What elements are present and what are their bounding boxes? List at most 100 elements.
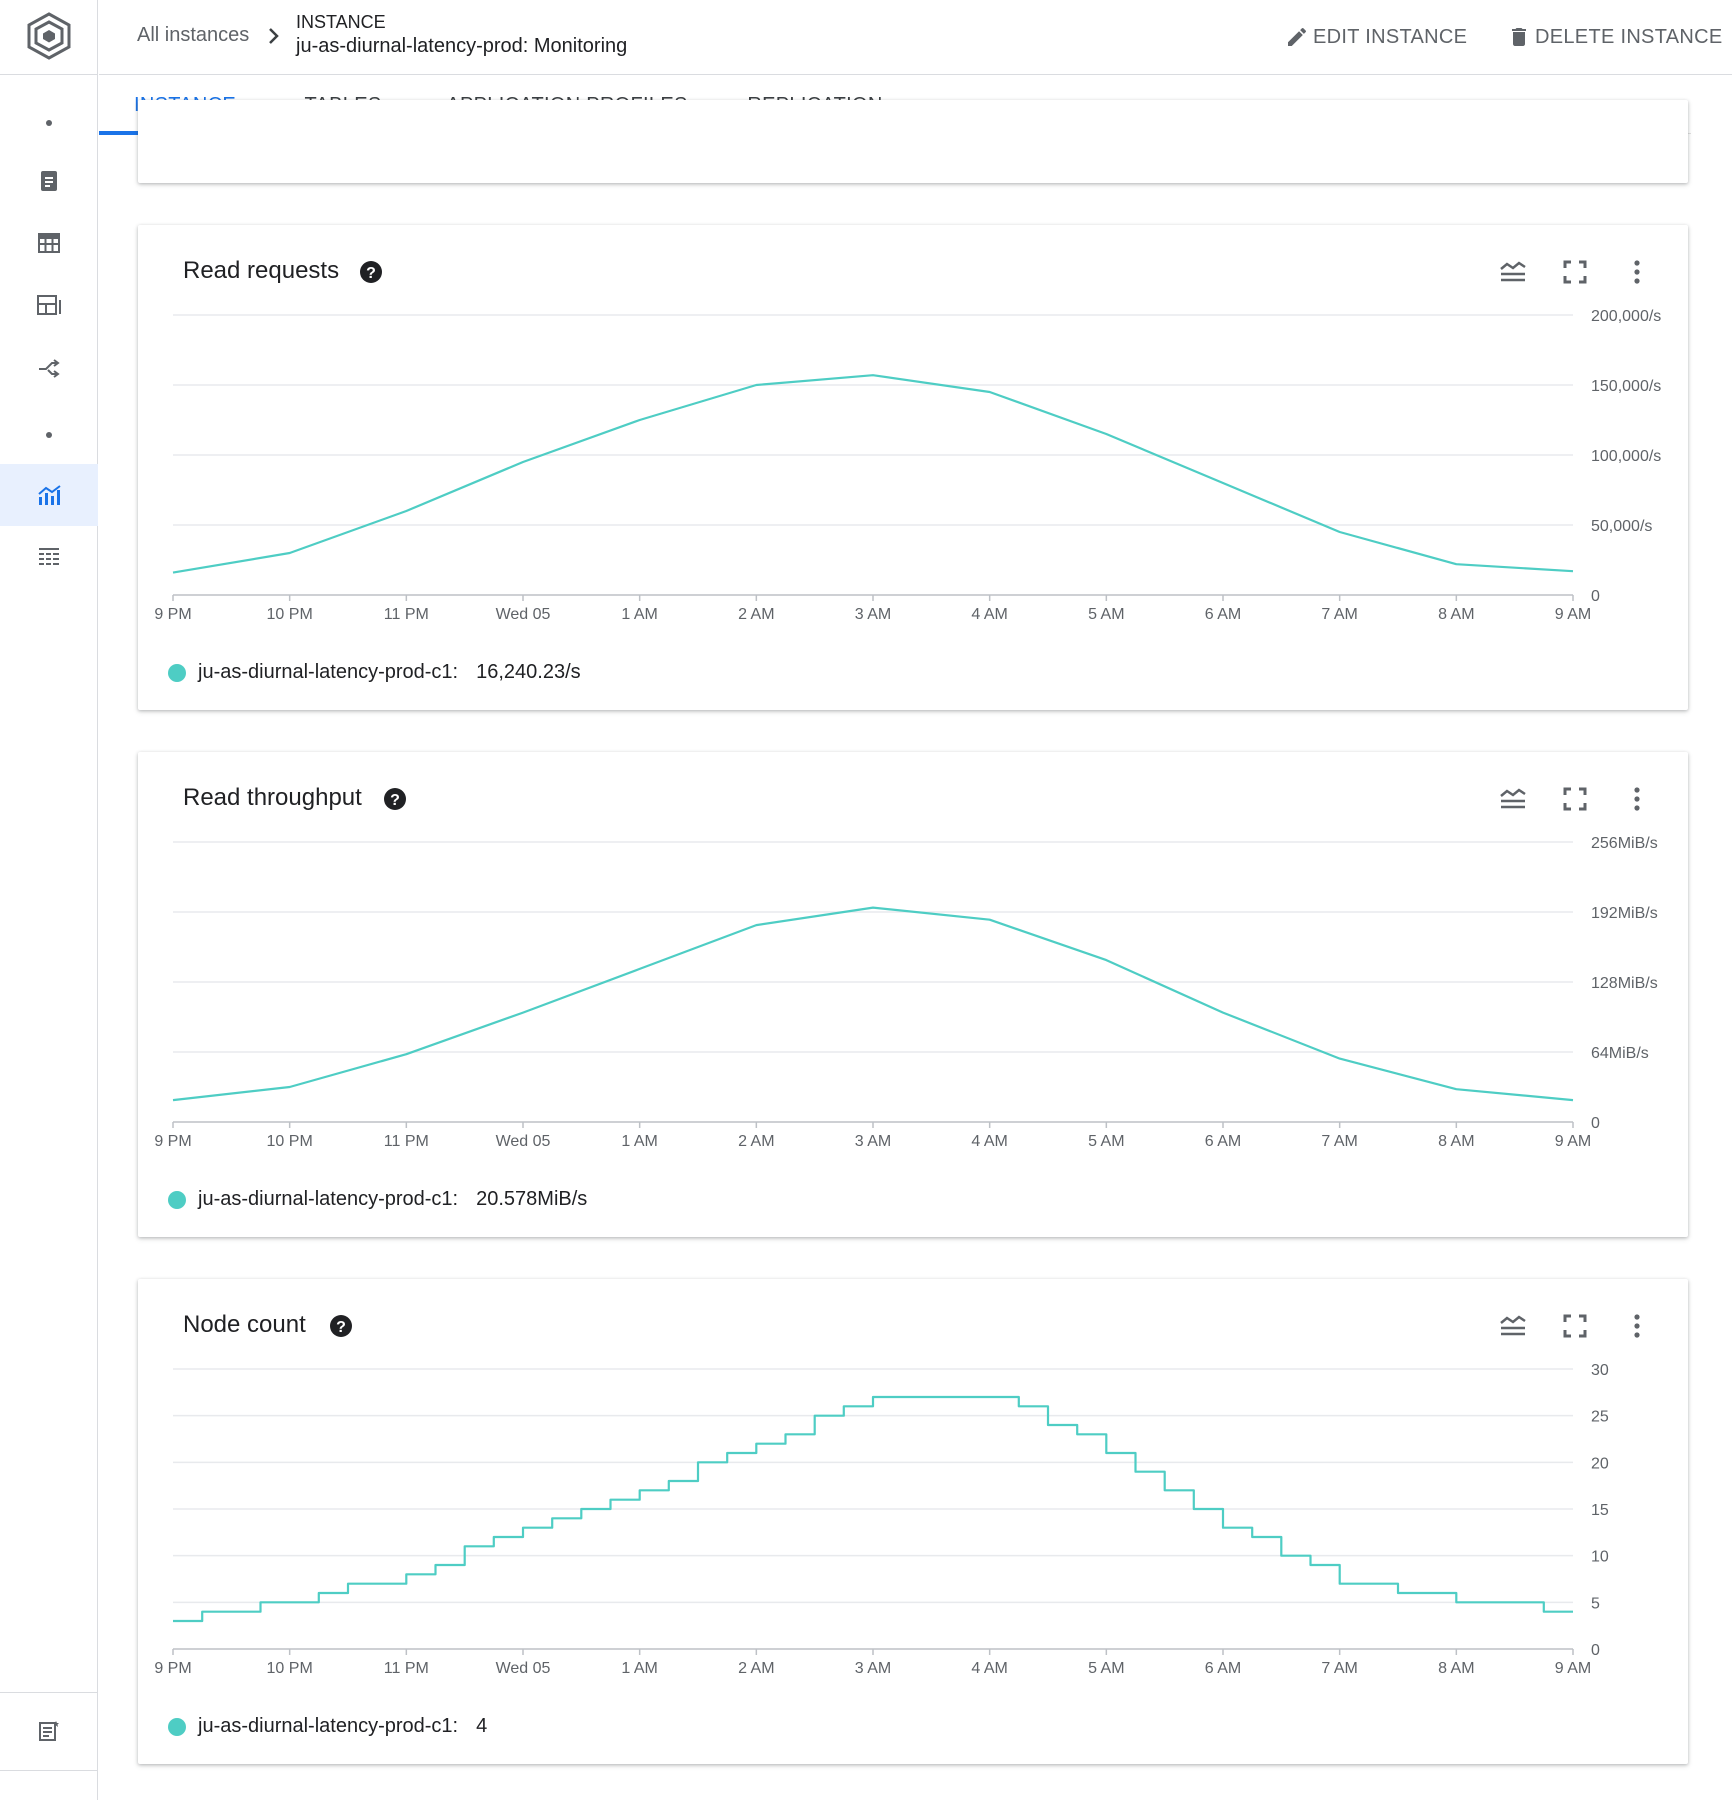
monitoring-icon bbox=[38, 485, 61, 505]
key-visualizer-icon bbox=[39, 548, 59, 565]
x-tick-label: 10 PM bbox=[267, 1660, 313, 1677]
instance-details-icon bbox=[41, 171, 57, 191]
series-line bbox=[172, 906, 1574, 1102]
x-tick-label: 4 AM bbox=[971, 606, 1007, 623]
fullscreen-icon bbox=[1563, 1314, 1587, 1338]
y-tick-label: 10 bbox=[1591, 1549, 1609, 1566]
node-count-chart: 0 5 10 15 20 25 30 9 PM 10 PM 11 PM Wed 05 1 AM 2 AM… bbox=[154, 1362, 1609, 1677]
chart-title: Read requests bbox=[183, 257, 340, 284]
x-tick-label: 5 AM bbox=[1088, 1660, 1124, 1677]
chart-title: Node count bbox=[183, 1311, 306, 1338]
x-tick-label: 7 AM bbox=[1321, 606, 1357, 623]
y-tick-label: 200,000/s bbox=[1591, 308, 1661, 325]
y-tick-label: 20 bbox=[1591, 1455, 1609, 1472]
x-tick-label: 3 AM bbox=[855, 1660, 891, 1677]
more-options-button[interactable] bbox=[1620, 255, 1654, 289]
svg-text:?: ? bbox=[336, 1319, 346, 1336]
y-tick-label: 64MiB/s bbox=[1591, 1045, 1649, 1062]
x-tick-label: 9 AM bbox=[1555, 1660, 1591, 1677]
legend-series-value: 16,240.23/s bbox=[476, 661, 581, 683]
x-tick-label: 5 AM bbox=[1088, 606, 1124, 623]
rail-divider bbox=[0, 74, 98, 75]
rail-item-instance-details[interactable] bbox=[0, 150, 98, 212]
rail-item-key-visualizer[interactable] bbox=[0, 526, 98, 588]
x-tick-label: Wed 05 bbox=[496, 1660, 551, 1677]
y-tick-label: 0 bbox=[1591, 588, 1600, 605]
rail-item-monitoring[interactable] bbox=[0, 464, 98, 526]
release-notes-icon bbox=[39, 1721, 59, 1741]
x-tick-label: 9 PM bbox=[154, 1133, 191, 1150]
previous-chart-card bbox=[138, 100, 1688, 183]
x-tick-label: 11 PM bbox=[384, 1133, 429, 1150]
chart-legend[interactable]: ju-as-diurnal-latency-prod-c1: 20.578MiB… bbox=[168, 1188, 587, 1211]
x-tick-label: 3 AM bbox=[855, 606, 891, 623]
x-tick-label: 4 AM bbox=[971, 1660, 1007, 1677]
rail-item-tables[interactable] bbox=[0, 212, 98, 274]
x-tick-label: 10 PM bbox=[267, 606, 313, 623]
fullscreen-icon bbox=[1563, 787, 1587, 811]
fullscreen-icon bbox=[1563, 260, 1587, 284]
fullscreen-button[interactable] bbox=[1558, 1309, 1592, 1343]
read-requests-chart: 0 50,000/s 100,000/s 150,000/s 200,000/s 9 PM… bbox=[154, 308, 1661, 623]
x-tick-label: 2 AM bbox=[738, 1133, 774, 1150]
tables-icon bbox=[38, 233, 60, 253]
rail-item-dot-2[interactable] bbox=[0, 404, 98, 466]
y-tick-label: 150,000/s bbox=[1591, 378, 1661, 395]
edit-instance-button[interactable]: EDIT INSTANCE bbox=[1285, 22, 1467, 52]
fullscreen-button[interactable] bbox=[1558, 782, 1592, 816]
rail-item-dot-1[interactable] bbox=[0, 92, 98, 154]
edit-instance-label: EDIT INSTANCE bbox=[1313, 25, 1468, 48]
y-tick-label: 128MiB/s bbox=[1591, 975, 1658, 992]
chevron-right-icon bbox=[269, 28, 279, 44]
rail-item-app-profiles[interactable] bbox=[0, 274, 98, 336]
x-tick-label: 8 AM bbox=[1438, 1660, 1474, 1677]
delete-instance-button[interactable]: DELETE INSTANCE bbox=[1507, 22, 1723, 52]
dot-icon bbox=[46, 120, 52, 126]
page-title: ju-as-diurnal-latency-prod: Monitoring bbox=[296, 35, 628, 57]
x-tick-label: 4 AM bbox=[971, 1133, 1007, 1150]
help-icon[interactable]: ? bbox=[382, 786, 408, 812]
legend-toggle-button[interactable] bbox=[1496, 1309, 1530, 1343]
y-tick-label: 50,000/s bbox=[1591, 518, 1652, 535]
legend-toggle-button[interactable] bbox=[1496, 782, 1530, 816]
x-tick-label: 2 AM bbox=[738, 606, 774, 623]
legend-series-name: ju-as-diurnal-latency-prod-c1: bbox=[198, 661, 459, 683]
breadcrumb-all-instances-link[interactable]: All instances bbox=[137, 24, 250, 46]
y-tick-label: 15 bbox=[1591, 1502, 1609, 1519]
y-tick-label: 0 bbox=[1591, 1642, 1600, 1659]
series-color-swatch bbox=[168, 1717, 186, 1736]
y-tick-label: 5 bbox=[1591, 1595, 1600, 1612]
more-options-button[interactable] bbox=[1620, 1309, 1654, 1343]
series-line bbox=[172, 374, 1574, 574]
x-tick-label: 1 AM bbox=[621, 1133, 657, 1150]
help-icon[interactable]: ? bbox=[358, 259, 384, 285]
x-tick-label: Wed 05 bbox=[496, 606, 551, 623]
x-tick-label: 6 AM bbox=[1205, 1660, 1241, 1677]
x-tick-label: 9 PM bbox=[154, 606, 191, 623]
x-tick-label: 5 AM bbox=[1088, 1133, 1124, 1150]
help-icon[interactable]: ? bbox=[328, 1313, 354, 1339]
dot-icon bbox=[46, 432, 52, 438]
x-tick-label: 11 PM bbox=[384, 1660, 429, 1677]
chart-legend[interactable]: ju-as-diurnal-latency-prod-c1: 16,240.23… bbox=[168, 661, 581, 684]
chart-legend[interactable]: ju-as-diurnal-latency-prod-c1: 4 bbox=[168, 1715, 487, 1738]
x-tick-label: 1 AM bbox=[621, 606, 657, 623]
x-tick-label: 9 AM bbox=[1555, 606, 1591, 623]
legend-series-name: ju-as-diurnal-latency-prod-c1: bbox=[198, 1188, 459, 1210]
y-tick-label: 30 bbox=[1591, 1362, 1609, 1379]
rail-item-release-notes[interactable] bbox=[0, 1700, 98, 1762]
fullscreen-button[interactable] bbox=[1558, 255, 1592, 289]
x-tick-label: 3 AM bbox=[855, 1133, 891, 1150]
legend-series-name: ju-as-diurnal-latency-prod-c1: bbox=[198, 1715, 459, 1737]
x-tick-label: 2 AM bbox=[738, 1660, 774, 1677]
x-tick-label: 9 AM bbox=[1555, 1133, 1591, 1150]
y-tick-label: 25 bbox=[1591, 1409, 1609, 1426]
x-tick-label: 1 AM bbox=[621, 1660, 657, 1677]
legend-toggle-button[interactable] bbox=[1496, 255, 1530, 289]
x-tick-label: 8 AM bbox=[1438, 1133, 1474, 1150]
x-tick-label: 6 AM bbox=[1205, 1133, 1241, 1150]
bigtable-logo-icon[interactable] bbox=[24, 10, 74, 62]
more-options-button[interactable] bbox=[1620, 782, 1654, 816]
rail-item-replication[interactable] bbox=[0, 336, 98, 398]
